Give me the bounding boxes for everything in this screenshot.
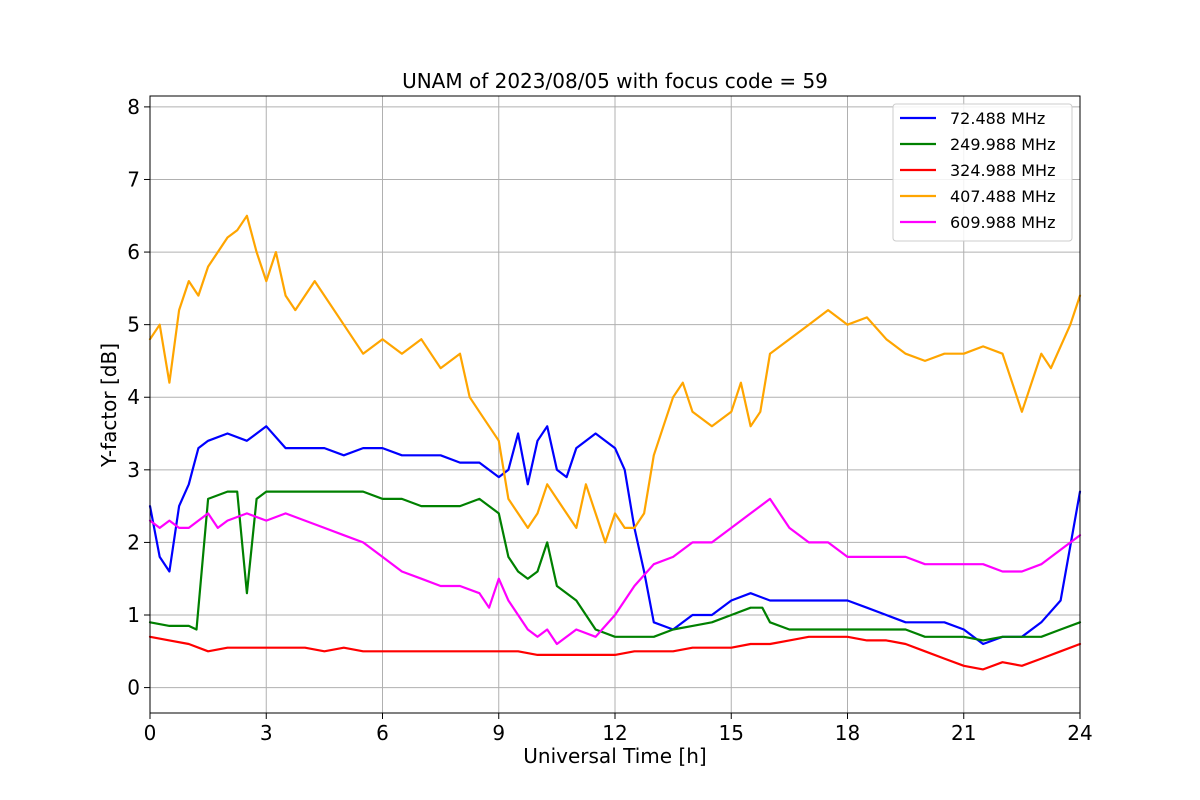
series-line-0 xyxy=(148,425,1082,646)
y-tick-label: 6 xyxy=(127,240,140,264)
legend-entry-2: 324.988 MHz xyxy=(950,161,1055,180)
chart-title: UNAM of 2023/08/05 with focus code = 59 xyxy=(402,69,828,93)
y-tick-label: 1 xyxy=(127,603,140,627)
x-tick-label: 0 xyxy=(144,721,157,745)
y-tick-label: 4 xyxy=(127,385,140,409)
y-tick-label: 3 xyxy=(127,458,140,482)
legend: 72.488 MHz 249.988 MHz 324.988 MHz 407.488 … xyxy=(892,103,1073,242)
x-tick-label: 12 xyxy=(602,721,627,745)
x-tick-label: 9 xyxy=(492,721,505,745)
legend-entry-1: 249.988 MHz xyxy=(950,135,1055,154)
x-tick-label: 6 xyxy=(376,721,389,745)
series-line-3 xyxy=(148,214,1082,544)
y-tick-label: 5 xyxy=(127,313,140,337)
legend-entry-0: 72.488 MHz xyxy=(950,109,1045,128)
legend-box xyxy=(892,103,1073,242)
x-tick-label: 15 xyxy=(719,721,744,745)
series-line-4 xyxy=(148,497,1082,646)
x-tick-label: 24 xyxy=(1067,721,1092,745)
x-axis-label: Universal Time [h] xyxy=(523,744,706,768)
y-axis-label: Y-factor [dB] xyxy=(97,343,121,468)
grid xyxy=(149,96,1081,713)
x-tick-label: 18 xyxy=(835,721,860,745)
y-tick-label: 0 xyxy=(127,676,140,700)
series-layer xyxy=(148,214,1082,671)
series-line-1 xyxy=(148,490,1082,642)
series-line-2 xyxy=(148,635,1082,671)
y-tick-label: 8 xyxy=(127,95,140,119)
legend-entry-4: 609.988 MHz xyxy=(950,213,1055,232)
y-tick-label: 2 xyxy=(127,530,140,554)
legend-entry-3: 407.488 MHz xyxy=(950,187,1055,206)
x-tick-label: 3 xyxy=(260,721,273,745)
x-tick-label: 21 xyxy=(951,721,976,745)
y-tick-label: 7 xyxy=(127,167,140,191)
